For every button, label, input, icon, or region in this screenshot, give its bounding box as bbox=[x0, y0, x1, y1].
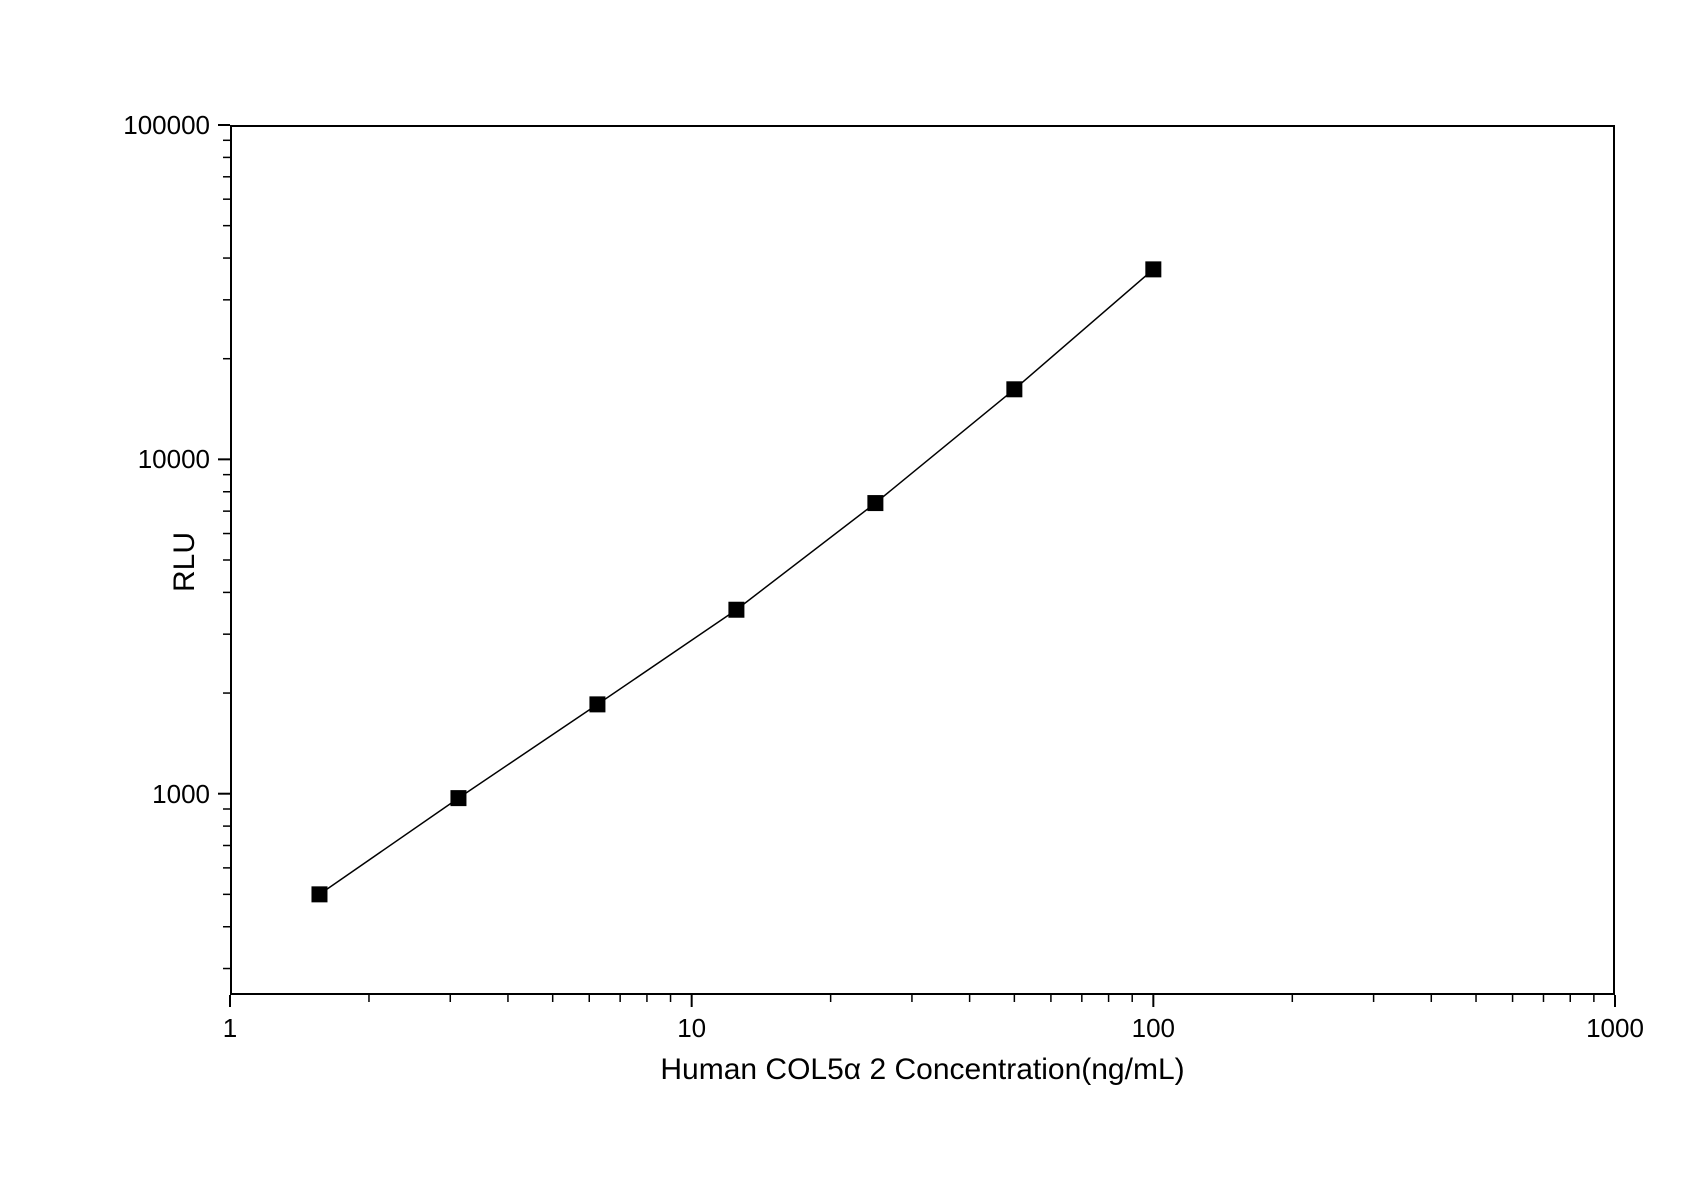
data-marker bbox=[1006, 381, 1022, 397]
data-marker bbox=[728, 602, 744, 618]
data-marker bbox=[589, 696, 605, 712]
x-tick-label: 1 bbox=[190, 1013, 270, 1044]
x-tick-label: 100 bbox=[1113, 1013, 1193, 1044]
y-tick-label: 1000 bbox=[152, 779, 210, 810]
chart-svg bbox=[0, 0, 1695, 1189]
chart-container: RLU Human COL5α 2 Concentration(ng/mL) 1… bbox=[0, 0, 1695, 1189]
data-marker bbox=[450, 790, 466, 806]
x-tick-label: 1000 bbox=[1575, 1013, 1655, 1044]
x-tick-label: 10 bbox=[652, 1013, 732, 1044]
y-tick-label: 10000 bbox=[138, 444, 210, 475]
data-marker bbox=[1145, 261, 1161, 277]
y-tick-label: 100000 bbox=[123, 110, 210, 141]
data-marker bbox=[311, 886, 327, 902]
data-marker bbox=[867, 495, 883, 511]
x-axis-label: Human COL5α 2 Concentration(ng/mL) bbox=[593, 1053, 1253, 1087]
